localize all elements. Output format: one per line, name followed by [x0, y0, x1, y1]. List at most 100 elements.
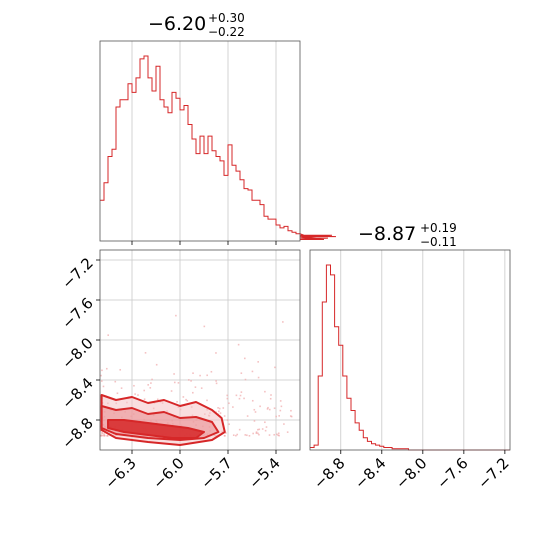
scatter-point	[261, 428, 264, 430]
scatter-point	[289, 415, 292, 417]
scatter-point	[268, 408, 271, 411]
scatter-point	[264, 429, 267, 432]
scatter-point	[226, 419, 229, 421]
scatter-point	[267, 406, 269, 409]
scatter-point	[218, 410, 220, 413]
scatter-point	[280, 405, 283, 408]
scatter-point	[243, 397, 245, 400]
scatter-point	[235, 394, 238, 397]
scatter-point	[101, 369, 103, 372]
scatter-point	[120, 387, 123, 389]
scatter-point	[278, 415, 280, 417]
scatter-point	[238, 428, 241, 431]
tl-histogram-line	[100, 55, 337, 240]
scatter-point	[170, 390, 173, 392]
scatter-point	[192, 391, 194, 394]
scatter-point	[239, 394, 242, 397]
scatter-point	[156, 398, 159, 401]
scatter-point	[101, 434, 104, 437]
scatter-point	[258, 433, 260, 436]
scatter-point	[173, 381, 176, 384]
scatter-point	[103, 434, 106, 437]
scatter-point	[266, 408, 269, 410]
br-histogram-line	[310, 264, 510, 451]
scatter-point	[105, 367, 108, 370]
scatter-point	[107, 334, 110, 336]
scatter-point	[275, 415, 277, 418]
bl-y-tick-label-4: −8.8	[58, 414, 96, 452]
scatter-point	[253, 420, 256, 422]
scatter-point	[264, 390, 266, 393]
scatter-point	[186, 399, 189, 402]
scatter-point	[150, 382, 152, 384]
panel-top-left: −6.20 +0.30 −0.22	[99, 11, 337, 245]
scatter-point	[273, 407, 276, 410]
scatter-point	[255, 432, 258, 435]
br-title-minus: −0.11	[420, 235, 457, 249]
scatter-point	[277, 434, 279, 437]
bl-x-tick-label-0: −6.3	[101, 454, 139, 492]
scatter-point	[100, 434, 102, 437]
scatter-point	[251, 370, 254, 373]
bl-x-tick-label-3: −5.4	[245, 454, 283, 492]
x-tick-label-2: −8.0	[392, 454, 430, 492]
bl-y-tick-label-1: −7.6	[58, 294, 96, 332]
scatter-point	[235, 434, 237, 437]
br-title-plus: +0.19	[420, 221, 457, 235]
scatter-point	[143, 398, 146, 400]
scatter-point	[278, 434, 280, 437]
scatter-point	[248, 434, 251, 437]
scatter-point	[194, 386, 197, 388]
scatter-point	[259, 405, 261, 408]
br-ticks	[340, 450, 506, 454]
scatter-point	[106, 434, 109, 437]
bl-contours	[100, 394, 226, 446]
scatter-point	[238, 397, 241, 400]
scatter-point	[223, 434, 226, 437]
scatter-point	[264, 421, 266, 424]
scatter-point	[219, 412, 222, 414]
scatter-point	[257, 361, 259, 363]
scatter-point	[215, 352, 217, 354]
scatter-point	[134, 393, 136, 395]
scatter-point	[282, 321, 284, 323]
x-tick-label-4: −7.2	[474, 454, 512, 492]
scatter-point	[232, 434, 235, 436]
scatter-point	[151, 378, 153, 381]
br-grid	[340, 250, 506, 450]
br-frame	[309, 249, 511, 451]
scatter-point	[101, 431, 103, 434]
scatter-point	[149, 387, 152, 389]
scatter-point	[100, 374, 102, 377]
scatter-point	[215, 380, 217, 382]
scatter-point	[190, 380, 192, 382]
scatter-point	[254, 411, 257, 413]
scatter-point	[257, 428, 259, 431]
scatter-point	[225, 432, 227, 434]
scatter-point	[203, 325, 206, 328]
bl-x-tick-label-1: −6.0	[149, 454, 187, 492]
scatter-point	[143, 389, 146, 392]
tl-title-value: −6.20	[148, 13, 206, 35]
tl-title-minus: −0.22	[208, 25, 245, 39]
scatter-point	[100, 380, 103, 382]
scatter-point	[244, 378, 247, 381]
scatter-point	[155, 363, 158, 366]
br-x-tick-labels: −8.8 −8.4 −8.0 −7.6 −7.2	[310, 454, 513, 492]
x-tick-label-1: −8.4	[351, 454, 389, 492]
scatter-point	[283, 423, 285, 425]
scatter-point	[274, 366, 276, 369]
scatter-point	[279, 409, 282, 412]
scatter-point	[270, 394, 272, 396]
tl-ticks	[131, 241, 277, 245]
scatter-point	[243, 357, 246, 360]
scatter-point	[268, 434, 271, 436]
scatter-point	[173, 373, 175, 375]
scatter-point	[240, 372, 243, 374]
scatter-point	[258, 428, 261, 431]
scatter-point	[277, 432, 280, 435]
scatter-point	[218, 407, 221, 410]
scatter-point	[252, 432, 254, 435]
scatter-point	[236, 433, 239, 436]
scatter-point	[176, 400, 178, 403]
